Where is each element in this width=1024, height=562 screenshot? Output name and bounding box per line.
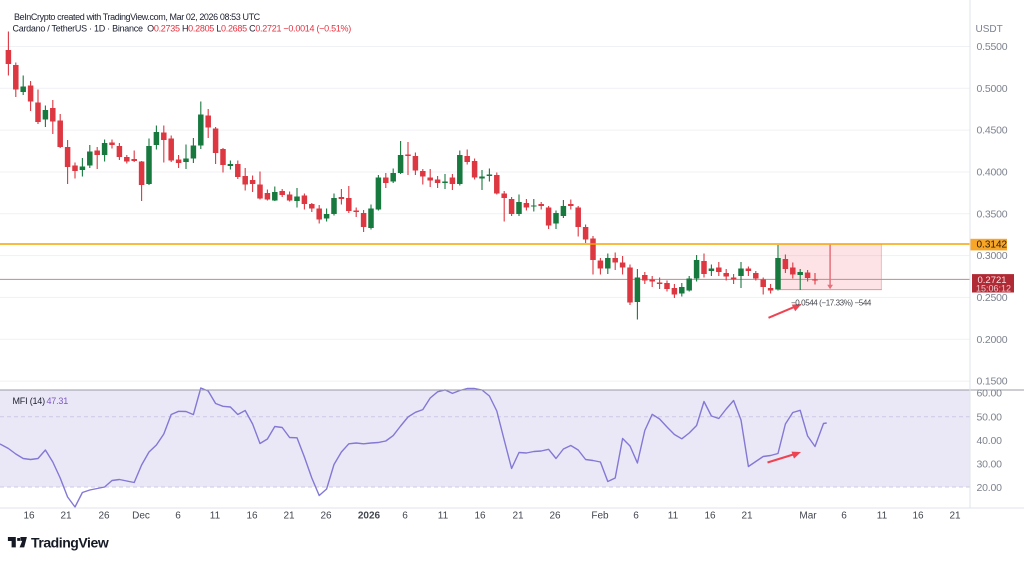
svg-text:0.3500: 0.3500 (977, 208, 1008, 220)
svg-text:11: 11 (668, 511, 679, 522)
svg-text:21: 21 (283, 511, 295, 522)
svg-text:16: 16 (912, 511, 924, 522)
svg-text:−0.0544 (−17.33%) −544: −0.0544 (−17.33%) −544 (791, 299, 872, 308)
svg-text:11: 11 (877, 511, 888, 522)
svg-text:0.3000: 0.3000 (977, 250, 1008, 262)
svg-text:26: 26 (98, 511, 110, 522)
svg-text:47.31: 47.31 (47, 396, 69, 406)
svg-text:16: 16 (246, 511, 258, 522)
svg-text:0.2500: 0.2500 (977, 292, 1008, 304)
svg-text:60.00: 60.00 (977, 388, 1003, 400)
svg-text:BeInCrypto created with Tradin: BeInCrypto created with TradingView.com,… (14, 12, 261, 22)
svg-text:6: 6 (841, 511, 847, 522)
svg-text:USDT: USDT (976, 24, 1003, 35)
svg-text:11: 11 (438, 511, 449, 522)
svg-text:20.00: 20.00 (977, 482, 1003, 494)
svg-text:21: 21 (60, 511, 72, 522)
svg-text:Feb: Feb (591, 511, 609, 522)
svg-text:16: 16 (23, 511, 35, 522)
svg-text:MFI (14): MFI (14) (13, 396, 46, 406)
svg-text:0.4500: 0.4500 (977, 125, 1008, 137)
svg-text:40.00: 40.00 (977, 435, 1003, 447)
svg-text:16: 16 (474, 511, 486, 522)
svg-text:0.2000: 0.2000 (977, 334, 1008, 346)
svg-text:Dec: Dec (132, 511, 150, 522)
svg-text:21: 21 (512, 511, 524, 522)
svg-text:TradingView: TradingView (31, 535, 109, 551)
svg-text:15:06:12: 15:06:12 (976, 283, 1011, 293)
svg-text:2026: 2026 (358, 511, 381, 522)
svg-text:0.5500: 0.5500 (977, 41, 1008, 53)
svg-text:0.3142: 0.3142 (977, 240, 1008, 251)
svg-text:Mar: Mar (799, 511, 817, 522)
svg-text:11: 11 (210, 511, 221, 522)
svg-text:26: 26 (320, 511, 332, 522)
svg-text:6: 6 (633, 511, 639, 522)
svg-text:50.00: 50.00 (977, 411, 1003, 423)
svg-text:0.1500: 0.1500 (977, 376, 1008, 388)
svg-text:Cardano / TetherUS · 1D · Bina: Cardano / TetherUS · 1D · Binance O0.273… (13, 24, 352, 34)
svg-text:0.4000: 0.4000 (977, 167, 1008, 179)
svg-text:21: 21 (949, 511, 961, 522)
svg-text:0.2721: 0.2721 (978, 275, 1007, 286)
svg-text:6: 6 (175, 511, 181, 522)
svg-text:21: 21 (741, 511, 753, 522)
svg-text:6: 6 (402, 511, 408, 522)
svg-text:26: 26 (549, 511, 561, 522)
svg-text:30.00: 30.00 (977, 458, 1003, 470)
svg-text:0.5000: 0.5000 (977, 83, 1008, 95)
svg-text:16: 16 (704, 511, 716, 522)
